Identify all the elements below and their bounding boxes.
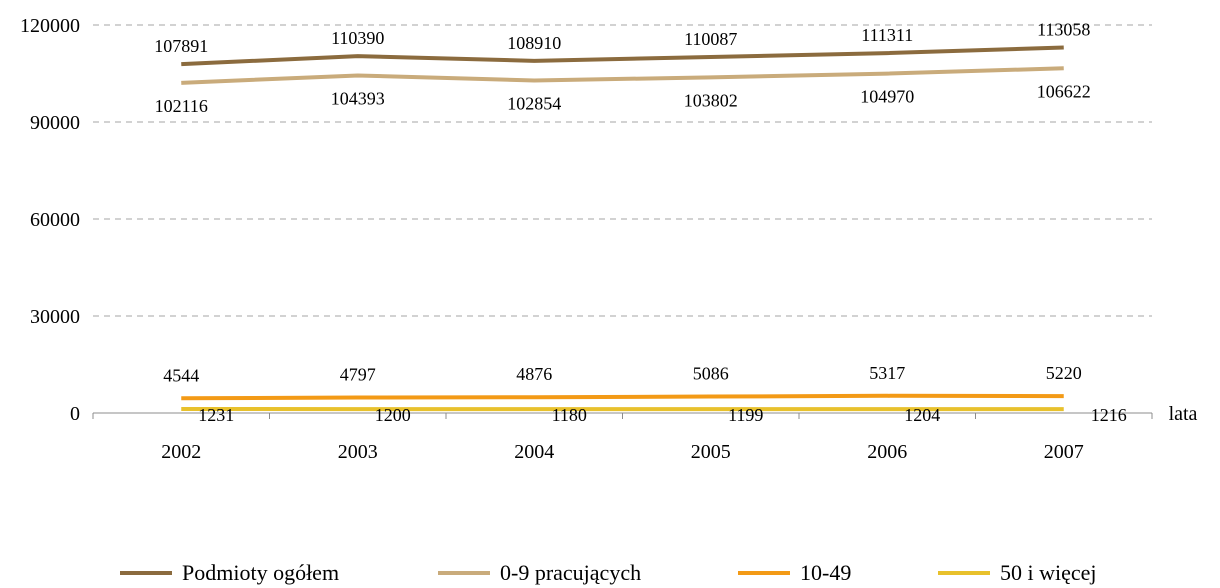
x-tick-label: 2004: [514, 441, 554, 463]
data-label: 106622: [1037, 81, 1091, 101]
data-labels: 107891 110390 108910 110087 111311 113058 1021…: [154, 19, 1127, 425]
legend-swatch: [938, 571, 990, 575]
legend-label: 0-9 pracujących: [500, 560, 642, 585]
y-tick-label: 60000: [30, 209, 80, 231]
data-label: 5086: [693, 364, 729, 384]
data-label: 104393: [331, 88, 385, 108]
data-label: 4797: [340, 364, 376, 384]
legend-swatch: [120, 571, 172, 575]
series-lines: [181, 45, 1064, 412]
legend-swatch: [438, 571, 490, 575]
data-label: 113058: [1037, 19, 1090, 39]
legend-label: 10-49: [800, 560, 852, 585]
data-label: 108910: [507, 33, 561, 53]
data-label: 102854: [507, 93, 561, 113]
data-label: 5317: [869, 363, 905, 383]
data-label: 1204: [904, 405, 940, 425]
x-tick-label: 2007: [1044, 441, 1084, 463]
data-label: 104970: [860, 87, 914, 107]
legend-item: 0-9 pracujących: [438, 558, 641, 588]
x-tick-label: 2003: [338, 441, 378, 463]
x-tick-label: 2006: [867, 441, 907, 463]
y-tick-label: 30000: [30, 306, 80, 328]
y-axis-ticks: 0 30000 60000 90000 120000: [20, 15, 80, 425]
legend-label: Podmioty ogółem: [182, 560, 340, 585]
x-tick-label: 2002: [161, 441, 201, 463]
x-tick-label: 2005: [691, 441, 731, 463]
y-tick-label: 120000: [20, 15, 80, 37]
data-label: 1216: [1091, 405, 1127, 425]
data-label: 1180: [552, 405, 587, 425]
legend: Podmioty ogółem 0-9 pracujących 10-49 50 i …: [0, 558, 1220, 588]
x-axis: 2002 2003 2004 2005 2006 2007: [92, 412, 1153, 463]
series-line-3: [181, 393, 1064, 401]
x-axis-label: lata: [1169, 403, 1198, 425]
data-label: 111311: [861, 25, 913, 45]
data-label: 1200: [375, 405, 411, 425]
series-line-2: [181, 66, 1064, 85]
y-tick-label: 0: [70, 403, 80, 425]
data-label: 103802: [684, 90, 738, 110]
gridlines: [93, 24, 1152, 317]
data-label: 4876: [516, 364, 552, 384]
y-tick-label: 90000: [30, 112, 80, 134]
data-label: 110087: [684, 29, 737, 49]
data-label: 1199: [728, 405, 763, 425]
legend-item: 50 i więcej: [938, 558, 1097, 588]
data-label: 110390: [331, 28, 384, 48]
data-label: 4544: [163, 365, 199, 385]
legend-item: Podmioty ogółem: [120, 558, 339, 588]
legend-swatch: [738, 571, 790, 575]
legend-item: 10-49: [738, 558, 851, 588]
series-line-1: [181, 45, 1064, 67]
data-label: 5220: [1046, 363, 1082, 383]
legend-label: 50 i więcej: [1000, 560, 1097, 585]
data-label: 1231: [198, 405, 234, 425]
data-label: 102116: [155, 96, 208, 116]
data-label: 107891: [154, 36, 208, 56]
